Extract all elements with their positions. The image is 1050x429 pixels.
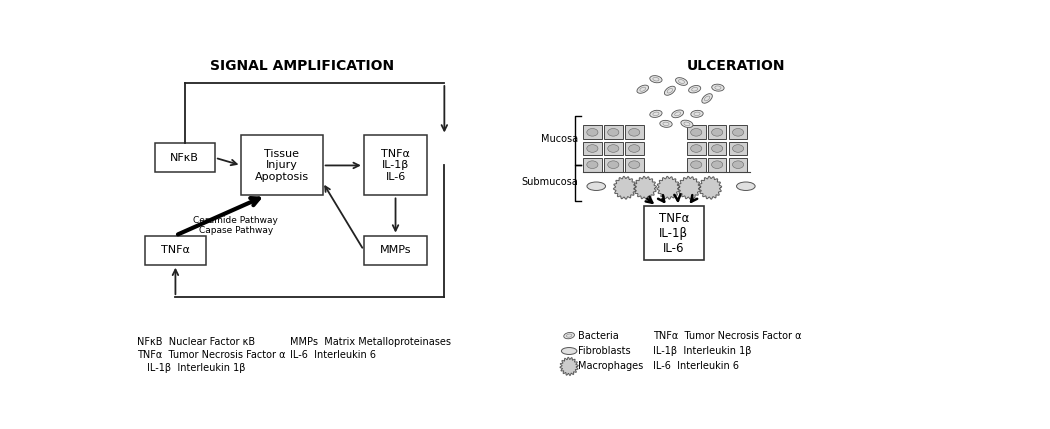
Ellipse shape	[733, 145, 743, 152]
Ellipse shape	[650, 76, 663, 83]
Ellipse shape	[587, 145, 597, 152]
Text: TNFα: TNFα	[161, 245, 190, 255]
Bar	[729, 142, 748, 155]
Polygon shape	[633, 176, 656, 199]
Text: SIGNAL AMPLIFICATION: SIGNAL AMPLIFICATION	[210, 59, 394, 73]
Ellipse shape	[680, 120, 693, 127]
Bar	[363, 136, 427, 196]
Bar	[708, 158, 727, 172]
Text: Mucosa: Mucosa	[542, 134, 579, 144]
Text: NFκB  Nuclear Factor κB: NFκB Nuclear Factor κB	[138, 337, 255, 347]
Ellipse shape	[712, 145, 722, 152]
Ellipse shape	[712, 161, 722, 169]
Ellipse shape	[564, 332, 574, 339]
Text: IL-6  Interleukin 6: IL-6 Interleukin 6	[290, 350, 376, 360]
Bar	[729, 125, 748, 139]
Bar	[583, 142, 602, 155]
Text: IL-1β  Interleukin 1β: IL-1β Interleukin 1β	[147, 363, 246, 373]
Text: Submucosa: Submucosa	[522, 177, 579, 187]
Ellipse shape	[587, 161, 597, 169]
Ellipse shape	[689, 85, 700, 93]
Bar	[583, 158, 602, 172]
Polygon shape	[678, 176, 700, 199]
Bar	[625, 142, 644, 155]
Ellipse shape	[629, 161, 639, 169]
Ellipse shape	[587, 182, 606, 190]
Text: MMPs  Matrix Metalloproteinases: MMPs Matrix Metalloproteinases	[290, 337, 452, 347]
Text: Fibroblasts: Fibroblasts	[579, 346, 631, 356]
Bar	[687, 125, 706, 139]
Text: TNFα  Tumor Necrosis Factor α: TNFα Tumor Necrosis Factor α	[138, 350, 286, 360]
Bar	[242, 136, 322, 196]
Ellipse shape	[587, 129, 597, 136]
Ellipse shape	[691, 145, 701, 152]
Bar	[687, 142, 706, 155]
Ellipse shape	[562, 347, 576, 354]
Ellipse shape	[691, 161, 701, 169]
Text: NFκB: NFκB	[170, 153, 200, 163]
Bar	[604, 125, 623, 139]
Ellipse shape	[650, 110, 663, 118]
Text: IL-1β  Interleukin 1β: IL-1β Interleukin 1β	[653, 346, 752, 356]
Polygon shape	[560, 357, 579, 375]
Ellipse shape	[665, 86, 675, 95]
Text: MMPs: MMPs	[380, 245, 412, 255]
Ellipse shape	[659, 121, 672, 127]
Bar	[644, 206, 704, 260]
Ellipse shape	[701, 94, 712, 103]
Ellipse shape	[672, 110, 684, 118]
Bar	[625, 158, 644, 172]
Ellipse shape	[712, 84, 724, 91]
Bar	[604, 142, 623, 155]
Bar	[583, 125, 602, 139]
Bar	[363, 236, 427, 265]
Polygon shape	[613, 176, 636, 199]
Polygon shape	[698, 176, 721, 199]
Bar	[625, 125, 644, 139]
Bar	[154, 143, 215, 172]
Bar	[687, 158, 706, 172]
Text: ULCERATION: ULCERATION	[687, 59, 785, 73]
Bar	[145, 236, 206, 265]
Ellipse shape	[712, 129, 722, 136]
Ellipse shape	[675, 78, 688, 85]
Ellipse shape	[733, 161, 743, 169]
Ellipse shape	[637, 85, 649, 93]
Text: Bacteria: Bacteria	[579, 331, 620, 341]
Ellipse shape	[736, 182, 755, 190]
Ellipse shape	[733, 129, 743, 136]
Bar	[604, 158, 623, 172]
Bar	[708, 125, 727, 139]
Ellipse shape	[608, 161, 618, 169]
Text: Tissue
Injury
Apoptosis: Tissue Injury Apoptosis	[255, 149, 309, 182]
Ellipse shape	[691, 110, 704, 118]
Ellipse shape	[608, 129, 618, 136]
Text: TNFα
IL-1β
IL-6: TNFα IL-1β IL-6	[381, 149, 410, 182]
Text: Ceramide Pathway: Ceramide Pathway	[193, 216, 278, 225]
Ellipse shape	[608, 145, 618, 152]
Ellipse shape	[629, 129, 639, 136]
Text: Macrophages: Macrophages	[579, 361, 644, 372]
Ellipse shape	[629, 145, 639, 152]
Bar	[708, 142, 727, 155]
Text: TNFα  Tumor Necrosis Factor α: TNFα Tumor Necrosis Factor α	[653, 331, 801, 341]
Text: TNFα
IL-1β
IL-6: TNFα IL-1β IL-6	[658, 211, 689, 255]
Text: IL-6  Interleukin 6: IL-6 Interleukin 6	[653, 361, 739, 372]
Text: Capase Pathway: Capase Pathway	[198, 226, 273, 235]
Polygon shape	[657, 176, 679, 199]
Bar	[729, 158, 748, 172]
Ellipse shape	[691, 129, 701, 136]
